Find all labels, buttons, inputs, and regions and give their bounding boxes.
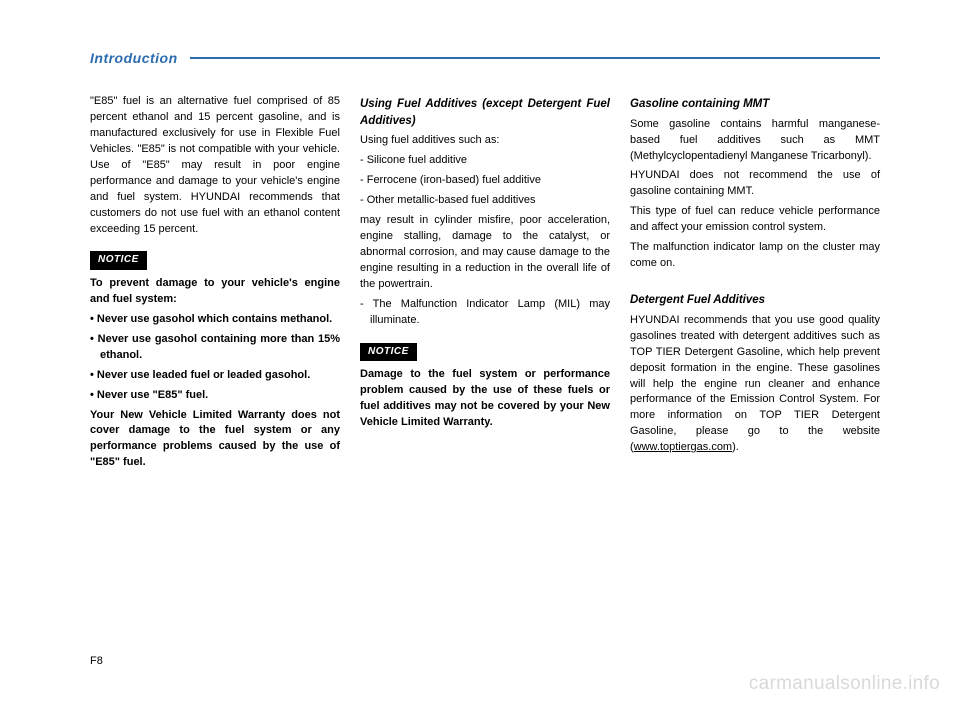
col3-para4: The malfunction indicator lamp on the cl…: [630, 240, 880, 272]
notice-badge: NOTICE: [90, 251, 147, 270]
col2-dash1: - Silicone fuel additive: [360, 153, 610, 169]
col3-para5: HYUNDAI recommends that you use good qua…: [630, 313, 880, 456]
notice-badge: NOTICE: [360, 343, 417, 362]
col1-bullet3: • Never use leaded fuel or leaded gasoho…: [90, 368, 340, 384]
section-title: Introduction: [90, 50, 178, 66]
page-number: F8: [90, 655, 103, 667]
col3-heading1: Gasoline containing MMT: [630, 96, 880, 113]
col3-para1: Some gasoline contains harmful manganese…: [630, 117, 880, 165]
watermark: carmanualsonline.info: [749, 673, 940, 695]
col3-para2: HYUNDAI does not recommend the use of ga…: [630, 168, 880, 200]
col3-para5b: ).: [732, 441, 739, 453]
col1-bold1: To prevent damage to your vehicle's engi…: [90, 276, 340, 308]
column-1: "E85" fuel is an alternative fuel compri…: [90, 94, 340, 475]
col2-bold1: Damage to the fuel system or performance…: [360, 367, 610, 431]
header-rule: [190, 57, 880, 59]
page-header: Introduction: [90, 50, 880, 66]
col3-para5a: HYUNDAI recommends that you use good qua…: [630, 314, 880, 454]
col2-dash2: - Ferrocene (iron-based) fuel additive: [360, 173, 610, 189]
col1-bold2: Your New Vehicle Limited Warranty does n…: [90, 408, 340, 472]
column-3: Gasoline containing MMT Some gasoline co…: [630, 94, 880, 475]
col2-para2: may result in cylinder misfire, poor acc…: [360, 213, 610, 293]
content-columns: "E85" fuel is an alternative fuel compri…: [90, 94, 880, 475]
col2-para1: Using fuel additives such as:: [360, 133, 610, 149]
column-2: Using Fuel Additives (except Detergent F…: [360, 94, 610, 475]
col1-bullet1: • Never use gasohol which contains metha…: [90, 312, 340, 328]
col1-para1: "E85" fuel is an alternative fuel compri…: [90, 94, 340, 237]
col3-para3: This type of fuel can reduce vehicle per…: [630, 204, 880, 236]
col1-bullet2: • Never use gasohol containing more than…: [90, 332, 340, 364]
website-link[interactable]: www.toptiergas.com: [634, 441, 732, 453]
col2-dash4: - The Malfunction Indicator Lamp (MIL) m…: [360, 297, 610, 329]
spacer: [630, 276, 880, 290]
col2-heading1: Using Fuel Additives (except Detergent F…: [360, 96, 610, 129]
col2-dash3: - Other metallic-based fuel additives: [360, 193, 610, 209]
col3-heading2: Detergent Fuel Additives: [630, 292, 880, 309]
col1-bullet4: • Never use "E85" fuel.: [90, 388, 340, 404]
